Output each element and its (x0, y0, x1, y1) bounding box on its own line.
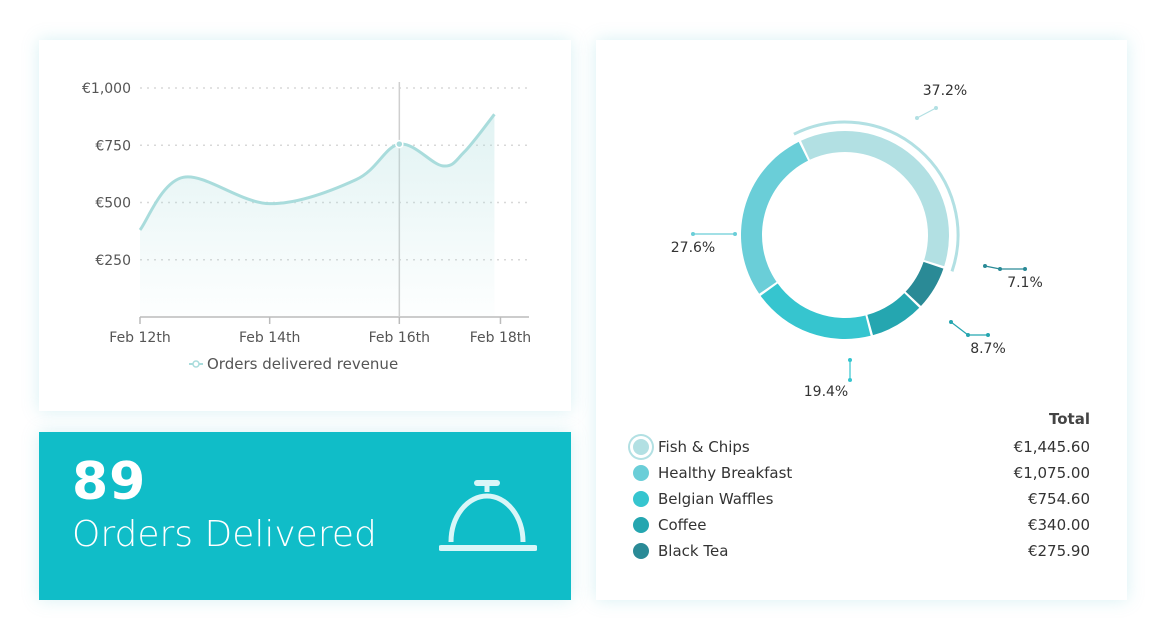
legend-product-name: Belgian Waffles (658, 490, 774, 508)
leader-dot (691, 232, 695, 236)
revenue-line-chart: €250 €500 €750 €1,000 Feb 12th Feb 14th Feb 16… (82, 81, 531, 373)
donut-slice[interactable] (741, 141, 809, 294)
slice-percent-label: 7.1% (1007, 275, 1043, 291)
leader-dot (966, 333, 970, 337)
revenue-series-line (138, 113, 496, 231)
legend-row[interactable]: Fish & Chips €1,445.60 (624, 436, 1090, 458)
y-tick-label: €750 (95, 138, 131, 154)
x-tick-label: Feb 12th (109, 330, 170, 346)
slice-percent-label: 37.2% (923, 83, 967, 99)
leader-dot (848, 378, 852, 382)
leader-dot (848, 358, 852, 362)
leader-dot (733, 232, 737, 236)
product-breakdown-card: 37.2% 27.6% 19.4% 8.7% 7.1% Total Fish & Chi… (596, 40, 1127, 600)
label-leader-line (950, 321, 988, 336)
leader-dot (915, 116, 919, 120)
legend-swatch (633, 517, 649, 533)
x-tick-label: Feb 18th (470, 330, 531, 346)
leader-dot (998, 267, 1002, 271)
orders-label: Orders Delivered (72, 514, 377, 555)
legend-swatch (633, 491, 649, 507)
legend-product-name: Black Tea (658, 542, 729, 560)
line-legend[interactable]: Orders delivered revenue (189, 355, 398, 373)
legend-total-amount: €1,445.60 (1013, 438, 1090, 456)
donut-slice[interactable] (800, 131, 949, 267)
legend-product-name: Fish & Chips (658, 438, 750, 456)
revenue-area (140, 114, 495, 318)
legend-swatch (633, 465, 649, 481)
y-tick-label: €500 (95, 196, 131, 212)
legend-row[interactable]: Coffee €340.00 (624, 514, 1090, 536)
slice-percent-label: 27.6% (671, 240, 715, 256)
legend-total-amount: €275.90 (1027, 542, 1090, 560)
slice-percent-label: 19.4% (804, 384, 848, 400)
slice-percent-label: 8.7% (970, 341, 1006, 357)
y-tick-label: €1,000 (82, 81, 131, 97)
leader-dot (986, 333, 990, 337)
legend-row[interactable]: Black Tea €275.90 (624, 540, 1090, 562)
leader-dot (983, 264, 987, 268)
service-bell-icon (439, 480, 537, 551)
slice-hover-ring (793, 120, 960, 272)
donut-slice[interactable] (905, 261, 944, 307)
x-tick-label: Feb 14th (239, 330, 300, 346)
legend-total-amount: €340.00 (1027, 516, 1090, 534)
legend-swatch (633, 543, 649, 559)
legend-swatch (633, 439, 649, 455)
product-donut-chart: 37.2% 27.6% 19.4% 8.7% 7.1% (671, 83, 1043, 400)
donut-slice[interactable] (760, 283, 871, 339)
legend-row[interactable]: Belgian Waffles €754.60 (624, 488, 1090, 510)
legend-row[interactable]: Healthy Breakfast €1,075.00 (624, 462, 1090, 484)
y-tick-label: €250 (95, 253, 131, 269)
legend-total-amount: €1,075.00 (1013, 464, 1090, 482)
leader-dot (1023, 267, 1027, 271)
orders-delivered-card: 89 Orders Delivered (39, 432, 571, 600)
label-leader-line (916, 107, 937, 119)
revenue-chart-card: €250 €500 €750 €1,000 Feb 12th Feb 14th Feb 16… (39, 40, 571, 411)
orders-count: 89 (72, 452, 147, 512)
leader-dot (949, 320, 953, 324)
donut-slice[interactable] (867, 293, 920, 336)
x-tick-label: Feb 16th (369, 330, 430, 346)
legend-total-amount: €754.60 (1027, 490, 1090, 508)
legend-label: Orders delivered revenue (207, 355, 398, 373)
legend-product-name: Coffee (658, 516, 707, 534)
data-point[interactable] (395, 139, 404, 149)
legend-product-name: Healthy Breakfast (658, 464, 793, 482)
label-leader-line (984, 265, 1025, 270)
total-column-header: Total (1049, 410, 1090, 428)
leader-dot (934, 106, 938, 110)
